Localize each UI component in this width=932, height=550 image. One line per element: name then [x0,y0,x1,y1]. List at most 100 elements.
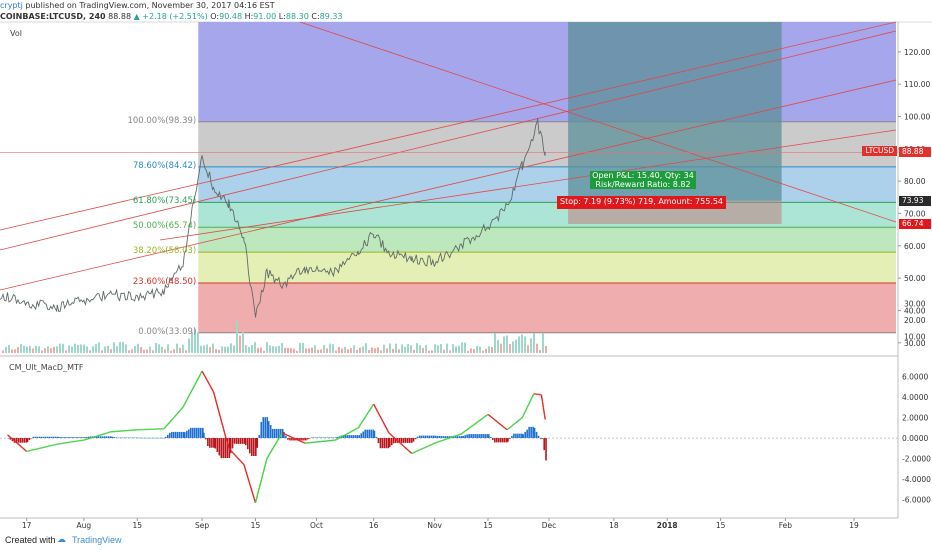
fib-level-label: 23.60%(48.50) [132,276,197,287]
macd-histogram-bar [470,434,472,439]
macd-histogram-bar [498,438,500,443]
macd-line-segment [190,389,193,393]
macd-histogram-bar [428,435,431,439]
macd-histogram-bar [398,438,401,443]
macd-histogram-bar [247,438,249,450]
macd-histogram-bar [299,438,301,441]
volume-bar [50,348,52,353]
macd-histogram-bar [62,437,64,439]
macd-histogram-bar [131,437,134,439]
macd-line-segment [9,436,12,439]
macd-line-segment [383,422,386,426]
macd-histogram-bar [494,438,496,443]
macd-line-segment [248,481,251,485]
macd-line-segment [350,430,352,433]
macd-line-segment [354,428,356,431]
price-tick-label: 110.00 [904,80,930,89]
volume-bar [5,346,7,353]
macd-line-segment [375,407,378,411]
macd-line-segment [520,417,523,420]
macd-line-segment [343,434,345,437]
tradingview-logo[interactable]: TradingView [72,535,122,545]
volume-bar [455,346,457,353]
macd-line-segment [236,456,239,459]
macd-histogram-bar [188,429,190,439]
macd-histogram-bar [422,435,425,439]
macd-histogram-bar [426,435,429,439]
macd-histogram-bar [155,437,157,439]
volume-bar [296,350,298,353]
macd-line-segment [408,450,411,453]
time-tick-label: 16 [369,521,379,530]
stop-box[interactable]: Stop: 7.19 (9.73%) 719, Amount: 755.54 [557,196,727,209]
volume-bar [272,346,274,353]
risk-reward-text: Risk/Reward Ratio: 8.82 [595,180,691,189]
macd-line-segment [389,433,392,436]
volume-bar [206,344,208,353]
author-link[interactable]: cryptj [0,1,23,10]
macd-line-segment [163,427,166,430]
macd-line-segment [178,410,181,413]
volume-bar [59,343,61,353]
macd-line-segment [199,372,202,376]
macd-line-segment [474,422,477,425]
volume-bar [149,346,151,353]
trend-line [159,129,897,241]
macd-line-segment [219,417,223,422]
macd-histogram-bar [161,437,163,439]
time-tick-label: Oct [310,521,323,530]
macd-histogram-bar [305,438,307,441]
macd-line-segment [164,426,167,429]
macd-histogram-bar [180,431,183,439]
macd-histogram-bar [194,427,196,439]
macd-histogram-bar [468,434,470,439]
macd-line-segment [172,416,175,420]
volume-bar [290,348,292,353]
macd-histogram-bar [239,438,242,444]
macd-line-segment [197,376,200,380]
ohlc-header: COINBASE:LTCUSD, 240 88.88 ▲ +2.18 (+2.5… [0,12,343,21]
volume-bar [512,341,514,353]
volume-bar [80,344,82,353]
macd-histogram-bar [9,438,12,440]
macd-line-segment [223,432,227,437]
volume-bar [536,343,538,353]
volume-bar [329,343,331,353]
macd-line-segment [272,446,275,449]
volume-bar [230,343,232,353]
macd-histogram-bar [313,437,315,439]
macd-line-segment [506,428,509,431]
trend-lines[interactable] [0,21,898,291]
macd-line-segment [14,440,17,443]
macd-line-segment [166,423,169,426]
volume-bar [431,350,433,353]
macd-histogram-bar [354,435,357,439]
high-label: H: [244,12,254,21]
price-tick-label: 80.00 [904,177,926,186]
macd-histogram-bar [267,421,270,439]
volume-bar [95,344,97,353]
macd-line-segment [216,406,220,411]
macd-histogram-bar [105,436,108,439]
fib-level-label: 0.00%(33.09) [138,326,197,337]
macd-line-segment [527,402,530,406]
profit-box[interactable]: Open P&L: 15.40, Qty: 34 Risk/Reward Rat… [590,171,696,189]
macd-line-segment [202,372,205,376]
macd-line-segment [243,464,246,469]
macd-histogram-bar [25,438,28,443]
macd-line-segment [211,388,214,392]
macd-histogram-bar [182,431,185,439]
macd-line-segment [391,435,394,438]
fib-level-label: 100.00%(98.39) [127,115,197,126]
volume-bar [479,346,481,353]
low-value: 88.30 [285,12,309,21]
macd-histogram-bar [253,438,255,456]
symbol-label[interactable]: COINBASE:LTCUSD, 240 [0,12,106,21]
macd-line-segment [388,432,391,435]
macd-histogram-bar [34,436,37,439]
macd-histogram-bar [289,438,291,441]
footer: Created with ☁ TradingView [0,530,932,550]
macd-histogram-bar [543,438,546,451]
macd-histogram-bar [149,437,151,439]
